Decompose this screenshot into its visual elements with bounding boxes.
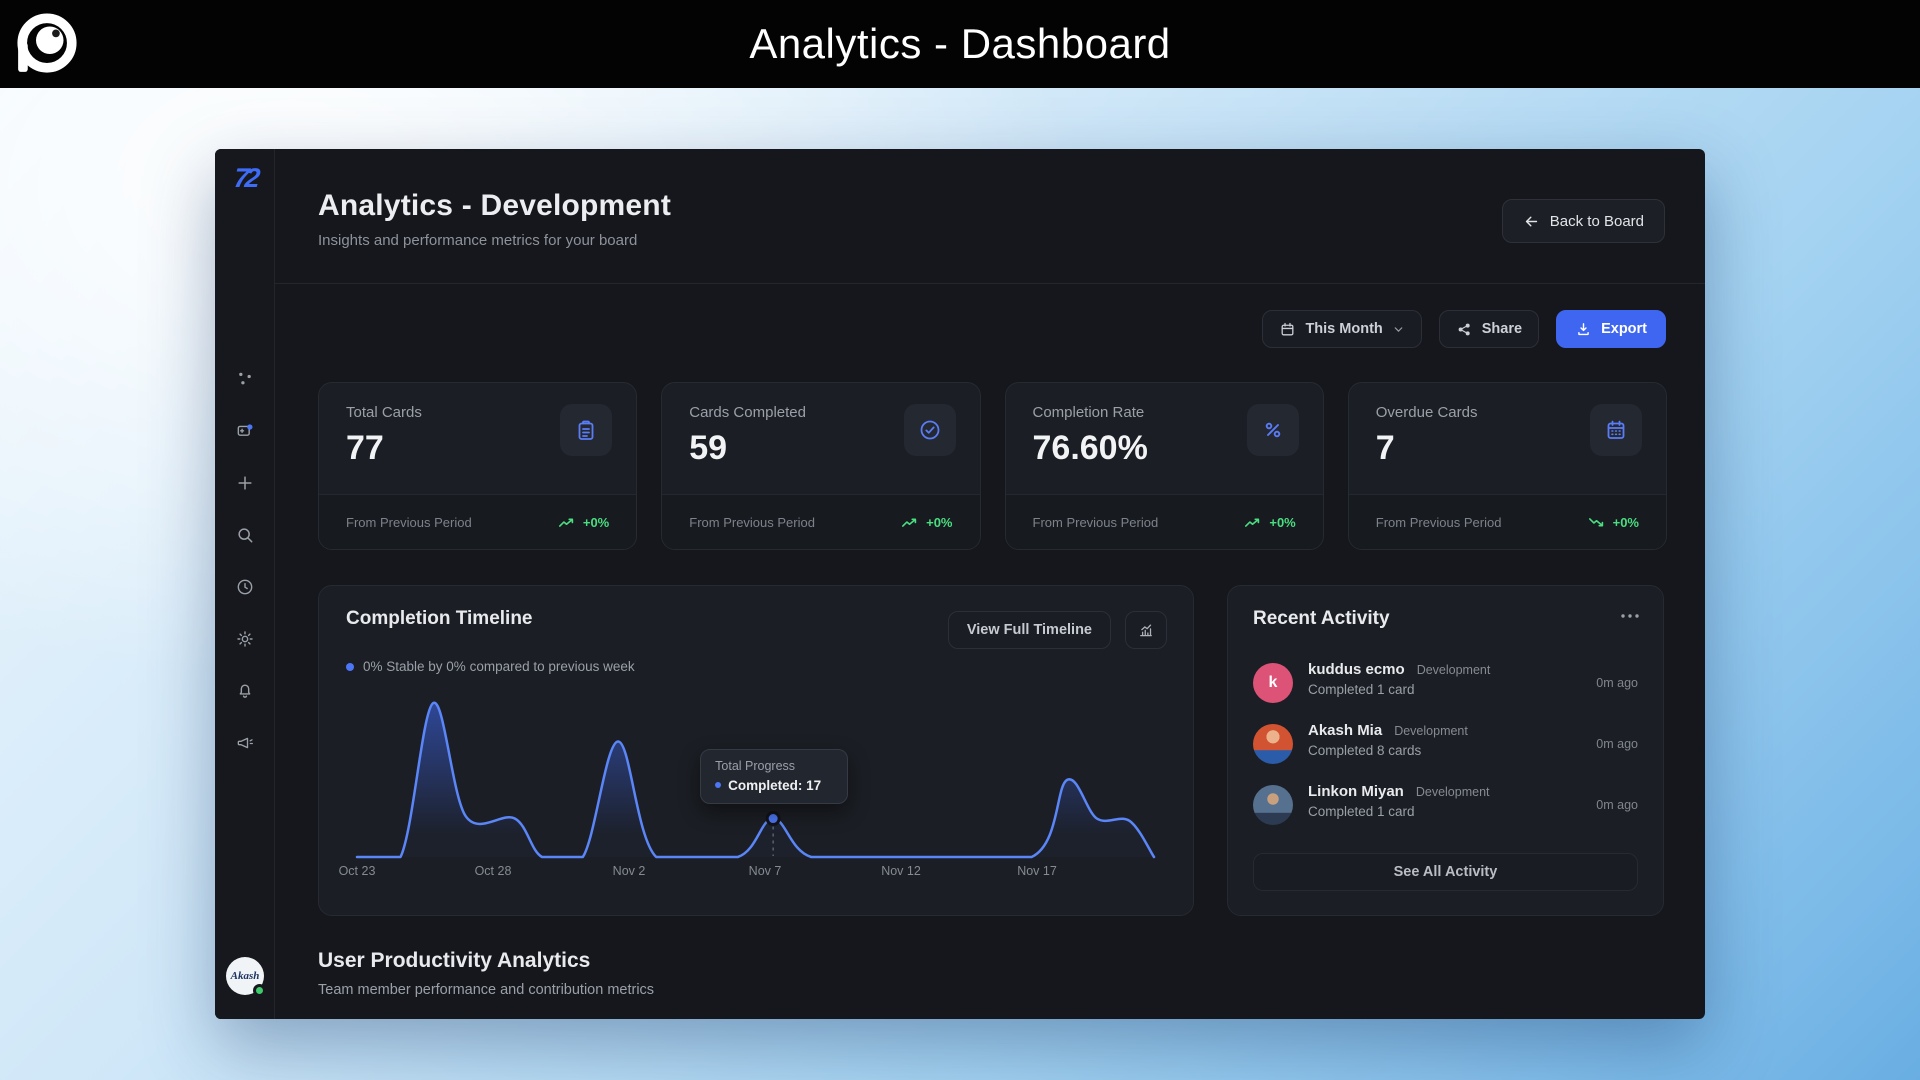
history-icon[interactable] <box>235 577 255 597</box>
svg-text:Oct 28: Oct 28 <box>475 864 512 878</box>
arrow-left-icon <box>1525 216 1537 226</box>
dashboard-window: 72 <box>215 149 1705 1019</box>
svg-text:Oct 23: Oct 23 <box>339 864 376 878</box>
desktop-background: 72 <box>0 88 1920 1080</box>
line-path <box>355 701 1156 859</box>
completion-timeline-card: Completion Timeline 0% Stable by 0% comp… <box>318 585 1194 916</box>
sidebar: 72 <box>215 149 275 1019</box>
notifications-icon[interactable] <box>235 681 255 701</box>
online-status-dot <box>253 984 266 997</box>
svg-text:Nov 12: Nov 12 <box>881 864 921 878</box>
board-title: Analytics - Development <box>318 189 672 222</box>
avatar: k <box>1253 663 1293 703</box>
chevron-down-icon <box>1394 326 1403 332</box>
board-header: Analytics - Development Insights and per… <box>318 189 671 249</box>
recent-activity-card: Recent Activity k kuddus ecmo <box>1227 585 1664 916</box>
back-to-board-button[interactable]: Back to Board <box>1501 199 1665 243</box>
calendar-icon <box>1281 322 1294 335</box>
stat-card-overdue-cards: Overdue Cards 7 From Previous Period <box>1347 382 1667 550</box>
app-logo-icon <box>17 13 77 73</box>
announcements-icon[interactable] <box>235 733 255 753</box>
boards-icon[interactable] <box>235 421 255 441</box>
sidebar-logo[interactable]: 72 <box>232 163 258 193</box>
stat-value: 7 <box>1375 429 1395 467</box>
activity-item[interactable]: k kuddus ecmo Development Completed 1 ca… <box>1253 661 1638 709</box>
view-full-timeline-button[interactable]: View Full Timeline <box>947 611 1111 649</box>
share-button[interactable]: Share <box>1438 310 1540 348</box>
download-icon <box>1578 322 1589 335</box>
export-button[interactable]: Export <box>1556 310 1666 348</box>
stat-value: 76.60% <box>1032 429 1148 467</box>
chart-tooltip: Total Progress Completed: 17 <box>700 748 849 804</box>
see-all-activity-button[interactable]: See All Activity <box>1253 853 1638 891</box>
stat-card-total-cards: Total Cards 77 From Previous Period <box>318 382 638 550</box>
browser-titlebar: Analytics - Dashboard <box>0 0 1920 88</box>
header-divider <box>275 283 1705 284</box>
toolbar: This Month Share Export <box>1262 310 1666 348</box>
area-path <box>357 702 1154 857</box>
search-icon[interactable] <box>235 525 255 545</box>
stats-row: Total Cards 77 From Previous Period <box>318 382 1667 550</box>
more-icon[interactable] <box>1617 606 1643 626</box>
calendar-icon <box>1590 404 1642 456</box>
page-title: Analytics - Dashboard <box>749 20 1171 67</box>
selected-point-dot <box>765 811 781 827</box>
activity-list: k kuddus ecmo Development Completed 1 ca… <box>1253 661 1638 844</box>
productivity-title: User Productivity Analytics <box>318 949 591 972</box>
board-subtitle: Insights and performance metrics for you… <box>318 232 638 249</box>
percent-icon <box>1246 404 1299 456</box>
trend-down-icon <box>1588 517 1603 526</box>
tooltip-series-dot <box>715 782 722 788</box>
stat-card-completion-rate: Completion Rate 76.60% From Previous Per… <box>1004 382 1324 550</box>
activity-item[interactable]: Linkon Miyan Development Completed 1 car… <box>1253 783 1638 831</box>
user-avatar-name: Akash <box>230 970 260 982</box>
x-axis: Oct 23 Oct 28 Nov 2 Nov 7 Nov 12 Nov 17 <box>339 864 1057 878</box>
avatar <box>1253 785 1293 825</box>
svg-text:Nov 17: Nov 17 <box>1017 864 1057 878</box>
stat-card-cards-completed: Cards Completed 59 From Previous Period <box>661 382 981 550</box>
main-content: Analytics - Development Insights and per… <box>275 149 1705 1019</box>
settings-icon[interactable] <box>235 629 255 649</box>
stat-value: 59 <box>689 429 728 467</box>
add-icon[interactable] <box>235 473 255 493</box>
productivity-section: User Productivity Analytics Team member … <box>318 949 654 998</box>
bar-chart-icon <box>1140 624 1152 637</box>
chart-title: Completion Timeline <box>346 608 533 629</box>
trend-up-icon <box>558 518 574 527</box>
legend-dot <box>346 662 354 671</box>
stat-value: 77 <box>346 429 384 467</box>
share-icon <box>1458 323 1470 335</box>
svg-text:Nov 7: Nov 7 <box>749 864 782 878</box>
workspace-icon[interactable] <box>235 369 255 389</box>
trend-up-icon <box>1245 518 1260 527</box>
trend-up-icon <box>902 518 917 527</box>
activity-item[interactable]: Akash Mia Development Completed 8 cards … <box>1253 722 1638 770</box>
svg-text:Nov 2: Nov 2 <box>613 864 646 878</box>
user-avatar[interactable]: Akash <box>226 957 266 997</box>
chart-legend: 0% Stable by 0% compared to previous wee… <box>346 659 635 674</box>
productivity-subtitle: Team member performance and contribution… <box>318 982 655 998</box>
period-select[interactable]: This Month <box>1262 310 1422 348</box>
avatar <box>1253 724 1293 764</box>
check-circle-icon <box>903 404 956 456</box>
clipboard-icon <box>560 404 613 456</box>
chart-type-button[interactable] <box>1125 611 1167 649</box>
timeline-chart-svg: Oct 23 Oct 28 Nov 2 Nov 7 Nov 12 Nov 17 <box>339 701 1156 878</box>
